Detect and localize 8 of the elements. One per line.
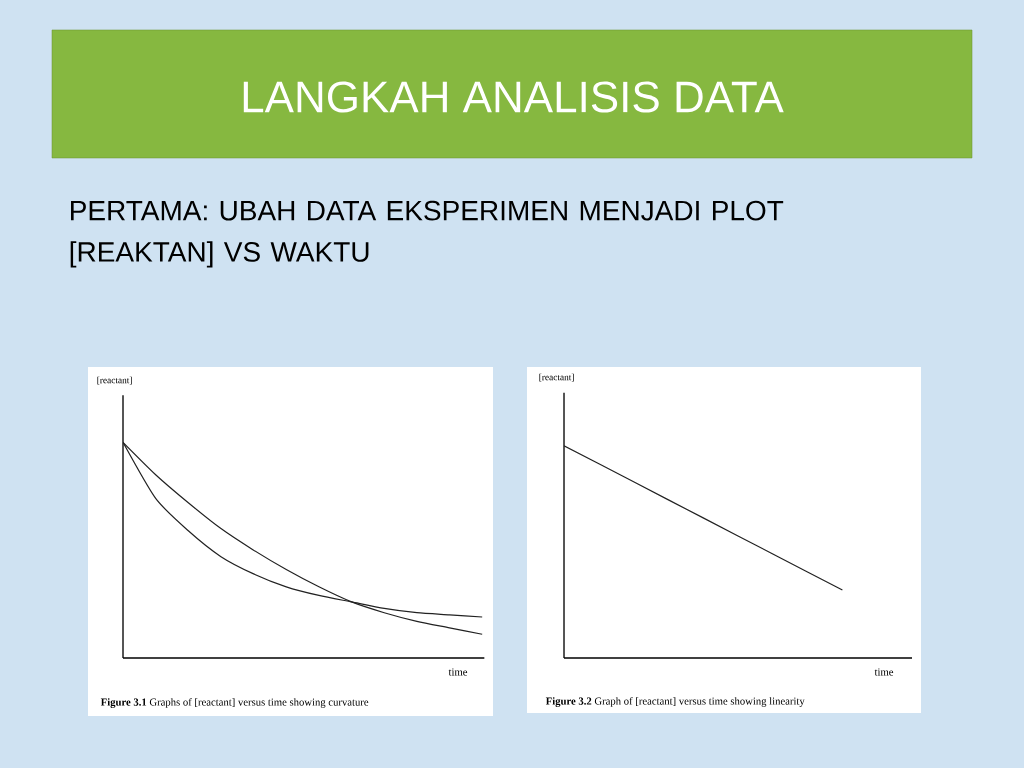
x-axis-title: time [448, 668, 468, 676]
chart-title: LANGKAH ANALISIS DATA [243, 81, 784, 113]
chart-subtitle: PERTAMA: UBAH DATA EKSPERIMEN MENJADI PLOT [REAKTAN] VS WAKTU [70, 200, 784, 268]
y-axis-title: [reactant] [539, 373, 574, 382]
text: Figure 3.1 Graphs of [reactant] versus time showing curvature [100, 698, 369, 708]
y-axis-title: [reactant] [97, 376, 132, 385]
text: Figure 3.2 Graph of [reactant] versus time showing linearity [545, 697, 805, 707]
x-axis-title: time [874, 668, 894, 676]
